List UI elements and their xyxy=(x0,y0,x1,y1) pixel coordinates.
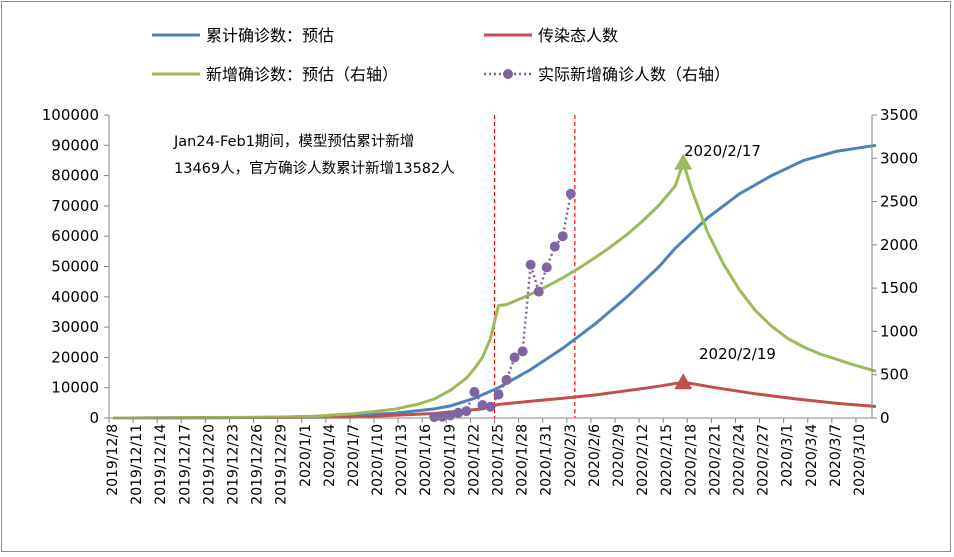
annotation-line-2: 13469人，官方确诊人数累计新增13582人 xyxy=(174,160,455,177)
data-point xyxy=(485,401,496,412)
data-point xyxy=(461,406,472,417)
x-axis-tick-label: 2019/12/14 xyxy=(153,424,169,505)
left-axis-tick-label: 20000 xyxy=(51,348,99,366)
legend: 累计确诊数：预估 传染态人数 新增确诊数：预估（右轴） 实际新增确诊人数（右轴） xyxy=(152,26,730,84)
series-line-2 xyxy=(112,161,877,420)
x-axis-tick-label: 2020/3/7 xyxy=(828,424,844,487)
legend-item-cumulative: 累计确诊数：预估 xyxy=(152,26,334,45)
right-axis-tick-label: 2500 xyxy=(880,193,918,211)
data-point xyxy=(557,231,568,242)
left-axis-tick-label: 10000 xyxy=(51,379,99,397)
legend-label: 实际新增确诊人数（右轴） xyxy=(538,65,730,84)
data-point xyxy=(501,374,512,385)
x-axis-tick-label: 2020/2/24 xyxy=(731,424,747,496)
data-point xyxy=(533,286,544,297)
left-axis-tick-label: 90000 xyxy=(51,136,99,154)
legend-item-new-estimate: 新增确诊数：预估（右轴） xyxy=(152,65,398,84)
x-axis-tick-label: 2019/12/29 xyxy=(274,424,290,505)
x-axis-tick-label: 2020/2/18 xyxy=(683,424,699,496)
x-axis-tick-label: 2019/12/8 xyxy=(105,424,121,496)
x-axis-tick-label: 2020/1/22 xyxy=(466,424,482,496)
x-axis-tick-label: 2019/12/20 xyxy=(201,424,217,505)
x-axis-tick-label: 2020/1/31 xyxy=(539,424,555,496)
left-axis-tick-label: 30000 xyxy=(51,318,99,336)
data-point xyxy=(477,400,488,411)
x-axis-tick-label: 2020/1/25 xyxy=(491,424,507,496)
x-axis-tick-label: 2020/2/6 xyxy=(587,424,603,487)
peak-label-red: 2020/2/19 xyxy=(699,345,776,363)
data-point xyxy=(509,352,520,363)
data-point xyxy=(525,259,536,270)
data-point xyxy=(469,387,480,398)
data-point xyxy=(493,389,504,400)
data-point xyxy=(565,188,576,199)
right-axis-tick-label: 1500 xyxy=(880,279,918,297)
legend-label: 新增确诊数：预估（右轴） xyxy=(206,65,398,84)
x-axis-tick-label: 2020/2/9 xyxy=(611,424,627,487)
x-axis-tick-label: 2020/2/27 xyxy=(756,424,772,496)
data-point xyxy=(453,407,464,418)
left-axis-tick-label: 70000 xyxy=(51,197,99,215)
x-axis-tick-label: 2020/1/1 xyxy=(298,424,314,487)
left-axis-tick-label: 50000 xyxy=(51,258,99,276)
right-axis-tick-label: 3000 xyxy=(880,149,918,167)
x-axis-tick-label: 2020/1/10 xyxy=(370,424,386,496)
left-axis-tick-label: 80000 xyxy=(51,167,99,185)
legend-item-actual-new: 实际新增确诊人数（右轴） xyxy=(484,65,730,84)
right-axis-tick-label: 2000 xyxy=(880,236,918,254)
x-axis-tick-label: 2020/3/1 xyxy=(780,424,796,487)
x-axis-tick-label: 2019/12/17 xyxy=(177,424,193,505)
data-point xyxy=(549,241,560,252)
x-axis-tick-label: 2020/1/4 xyxy=(322,424,338,487)
data-point xyxy=(437,411,448,422)
x-axis-tick-label: 2020/2/3 xyxy=(563,424,579,487)
left-axis-tick-label: 0 xyxy=(89,409,99,427)
x-axis-tick-label: 2020/1/19 xyxy=(442,424,458,496)
peak-marker-1 xyxy=(674,373,693,390)
right-axis-tick-label: 0 xyxy=(880,409,890,427)
x-axis-tick-label: 2020/2/21 xyxy=(707,424,723,496)
x-axis-tick-label: 2020/2/15 xyxy=(659,424,675,496)
data-point xyxy=(429,412,440,423)
legend-label: 累计确诊数：预估 xyxy=(206,26,334,45)
right-axis-tick-label: 1000 xyxy=(880,322,918,340)
annotation-line-1: Jan24-Feb1期间，模型预估累计新增 xyxy=(173,133,414,150)
right-axis-tick-label: 500 xyxy=(880,366,909,384)
series-line-0 xyxy=(112,143,877,420)
right-axis-tick-label: 3500 xyxy=(880,106,918,124)
x-axis-tick-label: 2020/1/16 xyxy=(418,424,434,496)
left-axis-tick-label: 40000 xyxy=(51,288,99,306)
legend-label: 传染态人数 xyxy=(538,26,618,45)
x-axis-tick-label: 2019/12/26 xyxy=(250,424,266,505)
x-axis-tick-label: 2020/3/10 xyxy=(852,424,868,496)
legend-item-infectious: 传染态人数 xyxy=(484,26,618,45)
data-point xyxy=(517,346,528,357)
peak-marker-0 xyxy=(674,153,693,170)
x-axis-tick-label: 2019/12/11 xyxy=(129,424,145,505)
peak-label-green: 2020/2/17 xyxy=(684,142,761,160)
left-axis-tick-label: 100000 xyxy=(42,106,99,124)
x-axis-tick-label: 2020/2/12 xyxy=(635,424,651,496)
x-axis-tick-label: 2020/3/4 xyxy=(804,424,820,487)
data-point xyxy=(541,262,552,273)
x-axis-tick-label: 2020/1/13 xyxy=(394,424,410,496)
left-axis-tick-label: 60000 xyxy=(51,227,99,245)
x-axis-tick-label: 2020/1/28 xyxy=(515,424,531,496)
x-axis-tick-label: 2019/12/23 xyxy=(225,424,241,505)
x-axis-tick-label: 2020/1/7 xyxy=(346,424,362,487)
